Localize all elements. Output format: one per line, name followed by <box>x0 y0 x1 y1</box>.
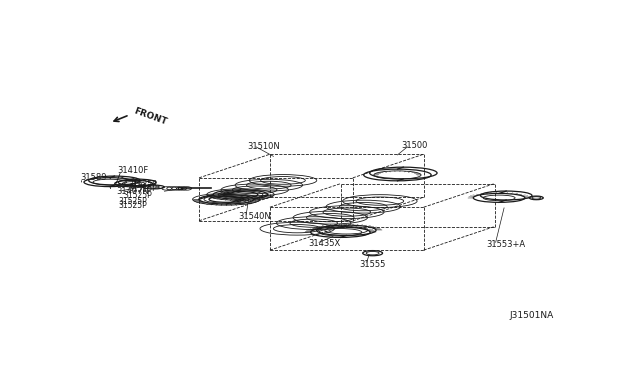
Text: 31555: 31555 <box>359 260 386 269</box>
Text: 31525P: 31525P <box>128 184 157 193</box>
Text: 31435X: 31435X <box>308 239 340 248</box>
Text: 31510N: 31510N <box>248 142 280 151</box>
Text: 31540N: 31540N <box>239 212 271 221</box>
Text: FRONT: FRONT <box>133 107 168 127</box>
Text: J31501NA: J31501NA <box>509 311 554 320</box>
Text: 31407N: 31407N <box>116 187 150 196</box>
Text: 31500: 31500 <box>401 141 428 150</box>
Text: 31553+A: 31553+A <box>486 240 526 249</box>
Text: 31525P: 31525P <box>118 201 147 210</box>
Text: 31589: 31589 <box>80 173 106 182</box>
Text: 31525P: 31525P <box>118 197 147 206</box>
Text: 31410F: 31410F <box>117 166 148 175</box>
Text: 31525P: 31525P <box>124 191 152 200</box>
Text: 31525P: 31525P <box>128 180 157 189</box>
